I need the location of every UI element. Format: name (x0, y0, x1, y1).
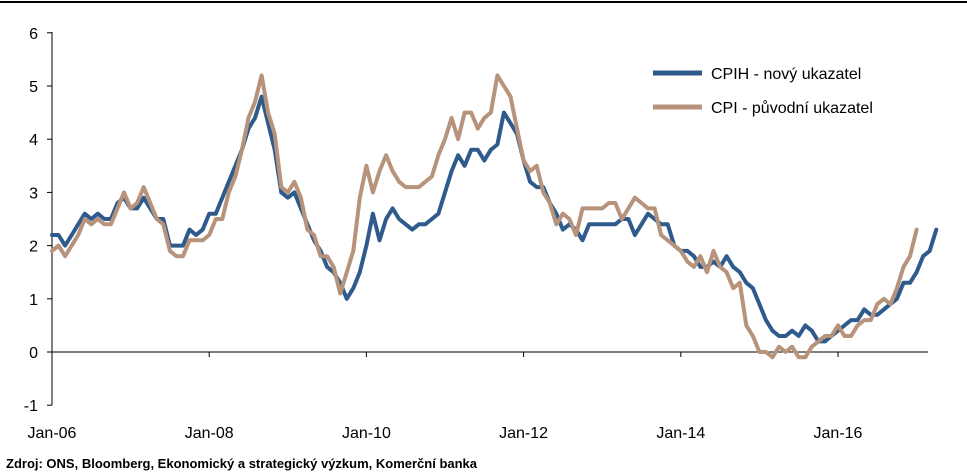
x-tick-label: Jan-06 (28, 425, 77, 442)
series-line-cpih (50, 94, 939, 344)
x-axis-ticks: Jan-06 Jan-08 Jan-10 Jan-12 Jan-14 Jan-16 (28, 352, 863, 442)
legend-label: CPI - původní ukazatel (711, 99, 873, 117)
legend: CPIH - nový ukazatel CPI - původní ukazat… (653, 66, 873, 117)
source-note: Zdroj: ONS, Bloomberg, Ekonomický a stra… (6, 456, 478, 471)
y-tick-label: 5 (29, 79, 38, 96)
y-axis-ticks: -1 0 1 2 3 4 5 6 (24, 26, 52, 415)
x-tick-label: Jan-10 (342, 425, 391, 442)
y-tick-label: 2 (29, 239, 38, 256)
y-tick-label: 6 (29, 26, 38, 43)
legend-label: CPIH - nový ukazatel (711, 66, 861, 83)
y-tick-label: 0 (29, 345, 38, 362)
y-tick-label: -1 (24, 398, 38, 415)
y-tick-label: 3 (29, 185, 38, 202)
x-tick-label: Jan-16 (814, 425, 863, 442)
y-tick-label: 4 (29, 132, 38, 149)
x-tick-label: Jan-08 (185, 425, 234, 442)
x-tick-label: Jan-12 (499, 425, 548, 442)
y-tick-label: 1 (29, 292, 38, 309)
series-line-cpi (50, 73, 919, 360)
x-tick-label: Jan-14 (656, 425, 705, 442)
series-layer (50, 73, 939, 360)
